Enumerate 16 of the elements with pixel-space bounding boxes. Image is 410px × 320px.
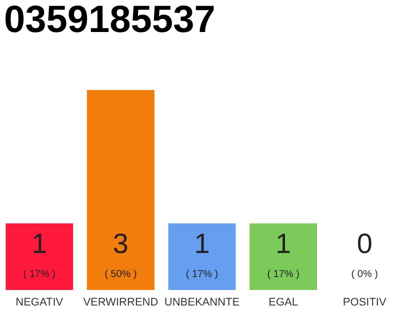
- data-label: 1: [194, 228, 210, 259]
- x-tick-label: EGAL: [268, 296, 298, 308]
- annotation: ( 0% ): [351, 269, 378, 280]
- data-label: 0: [356, 228, 372, 259]
- annotation: ( 17% ): [23, 269, 56, 280]
- x-tick-label: UNBEKANNTE: [164, 296, 240, 308]
- annotation: ( 17% ): [186, 269, 218, 280]
- data-label: 1: [32, 228, 48, 259]
- data-label: 1: [276, 228, 292, 259]
- x-tick-label: VERWIRREND: [83, 296, 158, 308]
- annotation: ( 50% ): [104, 269, 137, 280]
- x-tick-label: POSITIV: [342, 296, 387, 308]
- chart-title: 0359185537: [4, 0, 216, 41]
- annotation: ( 17% ): [267, 269, 300, 280]
- x-tick-label: NEGATIV: [16, 296, 64, 308]
- data-label: 3: [112, 228, 128, 259]
